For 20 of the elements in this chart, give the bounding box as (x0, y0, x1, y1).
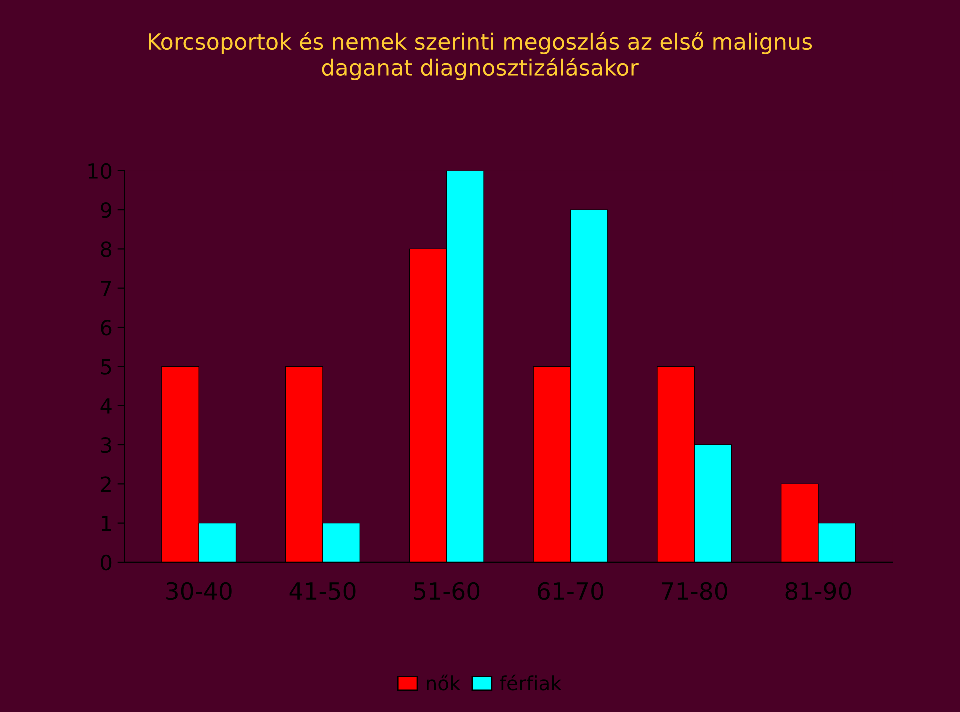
y-tick-label: 0 (101, 554, 112, 571)
x-tick-label: 81-90 (786, 582, 852, 600)
x-tick-label: 41-50 (290, 582, 356, 600)
y-tick-label: 3 (101, 437, 112, 454)
x-tick-label: 30-40 (166, 582, 232, 600)
y-tick-label: 4 (100, 398, 112, 414)
legend-label: nők (427, 674, 461, 691)
y-tick-label: 2 (101, 476, 111, 492)
y-tick-label: 6 (101, 320, 112, 336)
x-tick-label: 61-70 (538, 582, 604, 600)
y-tick-label: 1 (102, 516, 112, 532)
chart-title: Korcsoportok és nemek szerinti megoszlás az első malignus daganat diagnosztizálásakor (149, 32, 812, 80)
legend-label: férfiak (500, 674, 562, 691)
y-tick-label: 5 (101, 359, 112, 375)
y-tick-label: 9 (101, 202, 112, 218)
y-tick-label: 7 (101, 281, 112, 296)
x-tick-label: 51-60 (414, 582, 480, 600)
x-tick-label: 71-80 (662, 582, 728, 600)
y-tick-label: 8 (101, 242, 112, 258)
y-tick-label: 10 (88, 163, 112, 180)
